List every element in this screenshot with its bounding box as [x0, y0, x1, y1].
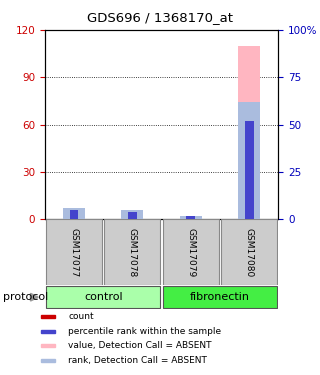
Bar — [122, 210, 143, 219]
Text: GSM17079: GSM17079 — [186, 228, 195, 277]
Text: GSM17080: GSM17080 — [245, 228, 254, 277]
Bar — [41, 344, 55, 347]
Bar — [180, 216, 202, 219]
Bar — [41, 358, 55, 362]
Bar — [187, 218, 195, 219]
Bar — [46, 219, 102, 285]
Text: rank, Detection Call = ABSENT: rank, Detection Call = ABSENT — [68, 356, 207, 365]
Bar — [245, 121, 253, 219]
Bar — [238, 102, 260, 219]
Text: fibronectin: fibronectin — [190, 292, 250, 302]
Text: percentile rank within the sample: percentile rank within the sample — [68, 327, 221, 336]
Bar — [128, 212, 137, 219]
Bar — [180, 216, 202, 219]
Text: value, Detection Call = ABSENT: value, Detection Call = ABSENT — [68, 341, 212, 350]
Bar — [128, 216, 137, 219]
Bar — [63, 208, 85, 219]
Bar — [41, 315, 55, 318]
Bar — [163, 219, 219, 285]
Bar — [70, 210, 78, 219]
Text: control: control — [84, 292, 123, 302]
Text: protocol: protocol — [3, 292, 48, 302]
Bar — [187, 216, 195, 219]
Text: GSM17077: GSM17077 — [69, 228, 78, 277]
Bar — [104, 219, 160, 285]
Bar — [221, 219, 277, 285]
Bar — [245, 218, 253, 219]
Bar — [41, 330, 55, 333]
Bar — [238, 46, 260, 219]
Bar — [46, 286, 160, 308]
Text: GDS696 / 1368170_at: GDS696 / 1368170_at — [87, 11, 233, 24]
Text: GSM17078: GSM17078 — [128, 228, 137, 277]
Text: count: count — [68, 312, 94, 321]
Bar — [63, 214, 85, 219]
Bar — [122, 214, 143, 219]
Bar — [70, 216, 78, 219]
Bar — [163, 286, 277, 308]
